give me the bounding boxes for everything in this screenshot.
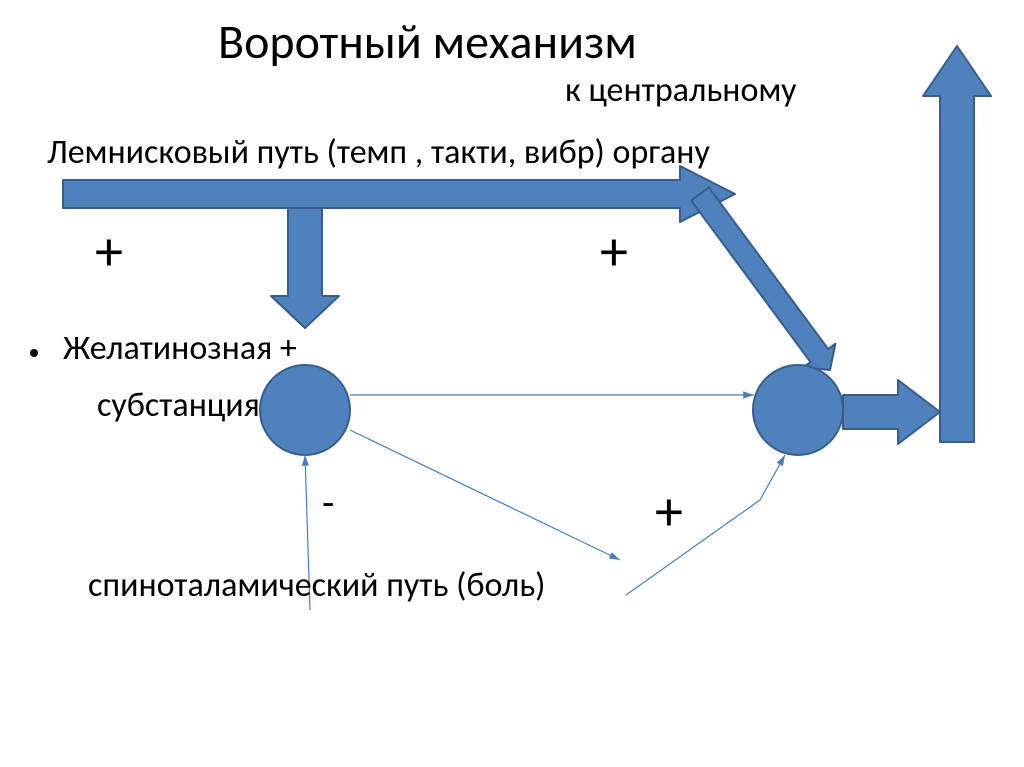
- bullet-icon: [30, 349, 38, 357]
- label-gelatinous-1: Желатинозная +: [63, 328, 297, 369]
- label-gelatinous-2: субстанция: [97, 385, 260, 426]
- thin-arrow-left-down: [350, 430, 620, 560]
- label-lemniscal: Лемнисковый путь (темп , такти, вибр) ор…: [47, 132, 710, 173]
- label-top-right: к центральному: [565, 70, 797, 111]
- node-left-circle: [260, 365, 350, 455]
- plus-left: +: [95, 218, 123, 286]
- short-right-arrow: [843, 380, 940, 444]
- node-right-circle: [753, 365, 843, 455]
- thin-arrow-bent-to-rightcircle: [626, 455, 785, 595]
- diagonal-thick-arrow: [691, 187, 835, 370]
- big-up-arrow: [923, 46, 991, 442]
- lemniscal-arrow: [63, 166, 735, 222]
- diagram-stage: Воротный механизм к центральному Лемниск…: [0, 0, 1024, 767]
- shapes-layer: [0, 0, 1024, 767]
- slide-title: Воротный механизм: [218, 12, 637, 71]
- plus-mid-top: +: [600, 218, 628, 286]
- minus-symbol: -: [322, 478, 334, 527]
- plus-bottom-right: +: [655, 478, 683, 546]
- label-spinothalamic: спиноталамический путь (боль): [88, 565, 545, 606]
- down-branch-arrow: [271, 208, 339, 328]
